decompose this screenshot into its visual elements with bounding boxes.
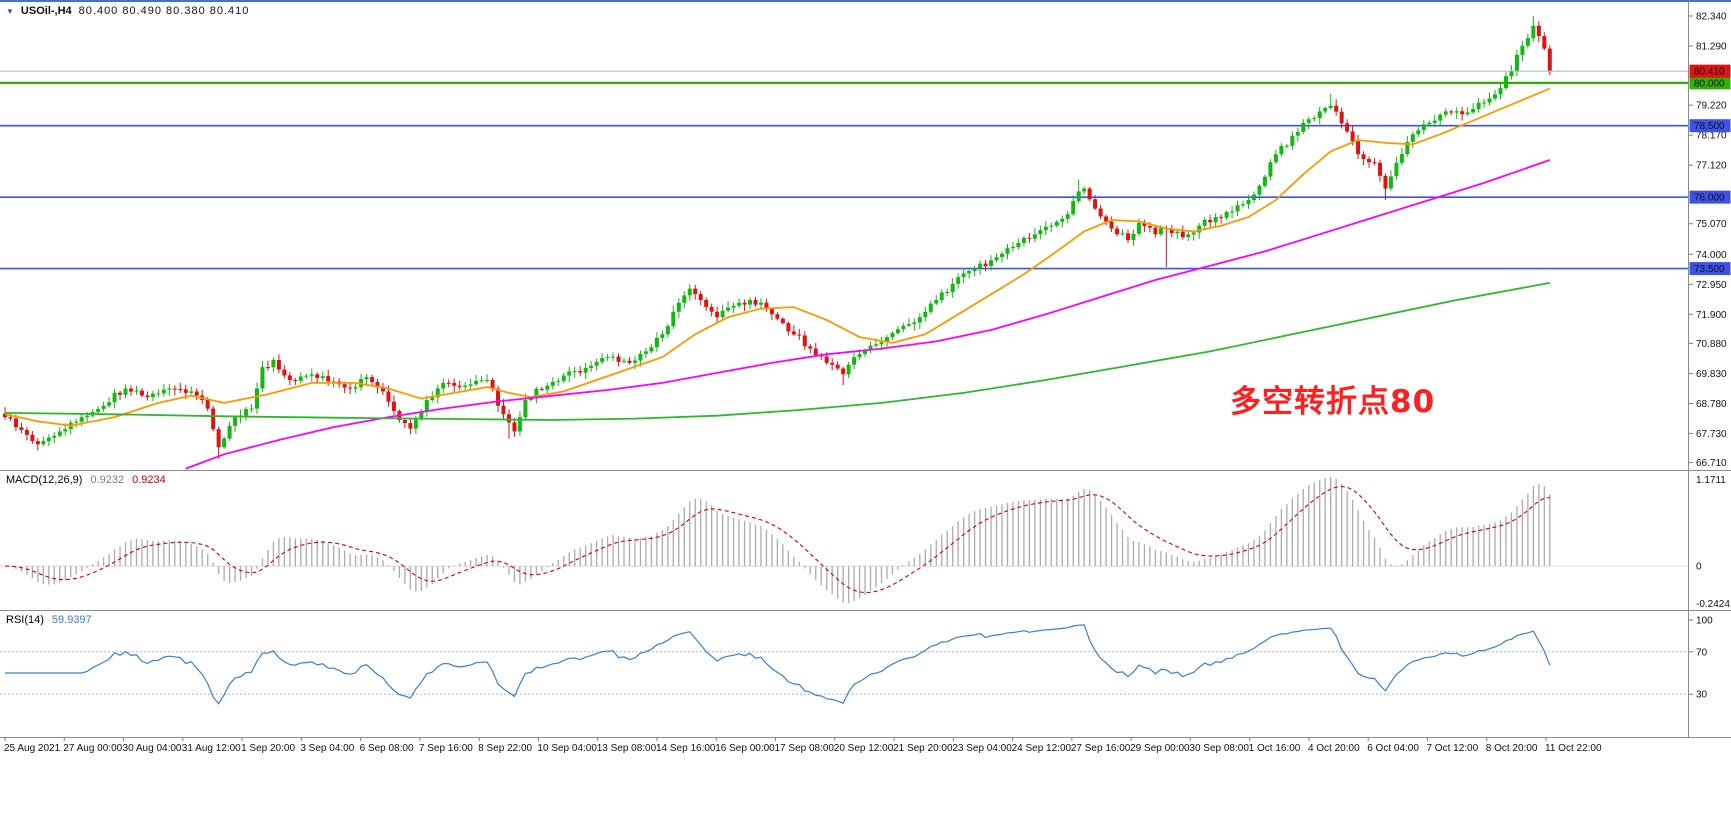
rsi-axis-label: 70 <box>1696 647 1708 658</box>
price-badge-80.000-label: 80.000 <box>1694 78 1725 89</box>
time-axis-label: 27 Sep 16:00 <box>1071 743 1131 754</box>
time-axis-label: 29 Sep 00:00 <box>1130 743 1190 754</box>
macd-signal-value: 0.9234 <box>132 474 166 486</box>
macd-axis-zero-label: 0 <box>1696 562 1702 573</box>
rsi-axis-label: 100 <box>1696 616 1713 627</box>
time-axis-label: 24 Sep 12:00 <box>1012 743 1072 754</box>
price-badge-76.000 <box>1689 190 1731 204</box>
time-axis-label: 25 Aug 2021 <box>4 743 61 754</box>
chart-text-annotation[interactable]: 多空转折点80 <box>1230 384 1436 420</box>
time-axis-label: 1 Sep 20:00 <box>241 743 295 754</box>
time-axis-label: 1 Oct 16:00 <box>1249 743 1301 754</box>
time-axis-label: 23 Sep 04:00 <box>952 743 1012 754</box>
time-axis-label: 27 Aug 00:00 <box>63 743 122 754</box>
price-tick-label: 68.780 <box>1696 399 1727 410</box>
macd-axis-max-label: 1.1711 <box>1696 475 1726 486</box>
price-badge-73.500-label: 73.500 <box>1694 264 1725 275</box>
rsi-label-row: RSI(14) 59.9397 <box>6 614 92 626</box>
price-tick-label: 66.710 <box>1696 458 1727 469</box>
chart-dropdown-icon[interactable]: ▼ <box>6 6 14 16</box>
time-axis-label: 17 Sep 08:00 <box>775 743 835 754</box>
time-axis-label: 31 Aug 12:00 <box>182 743 241 754</box>
price-tick-label: 82.340 <box>1696 12 1727 23</box>
time-axis-label: 6 Oct 04:00 <box>1367 743 1419 754</box>
time-axis-label: 14 Sep 16:00 <box>656 743 716 754</box>
price-badge-80.000 <box>1689 76 1731 90</box>
time-axis-label: 30 Aug 04:00 <box>123 743 182 754</box>
macd-axis-min-label: -0.2424 <box>1696 599 1730 610</box>
rsi-name-label: RSI(14) <box>6 614 44 626</box>
macd-name-label: MACD(12,26,9) <box>6 474 83 486</box>
price-tick-label: 81.290 <box>1696 42 1727 53</box>
price-tick-label: 67.730 <box>1696 429 1727 440</box>
rsi-panel[interactable] <box>0 624 1688 705</box>
time-axis-label: 30 Sep 08:00 <box>1189 743 1249 754</box>
macd-label-row: MACD(12,26,9) 0.9232 0.9234 <box>6 474 166 486</box>
ma-fast-orange[interactable] <box>4 87 1551 427</box>
macd-histogram <box>9 477 1551 603</box>
price-tick-label: 79.220 <box>1696 101 1727 112</box>
rsi-axis-label: 30 <box>1696 690 1708 701</box>
price-tick-label: 69.830 <box>1696 369 1727 380</box>
time-axis[interactable]: 25 Aug 2021 27 Aug 00:00 30 Aug 04:00 31 Au… <box>4 737 1602 754</box>
indicator-axes: 1.1711 0 -0.2424 100 70 30 <box>1688 475 1730 701</box>
price-badge-78.500-label: 78.500 <box>1694 121 1725 132</box>
time-axis-label: 8 Sep 22:00 <box>478 743 532 754</box>
price-tick-label: 75.070 <box>1696 219 1727 230</box>
price-tick-label: 70.880 <box>1696 339 1727 350</box>
price-badge-78.500 <box>1689 119 1731 133</box>
macd-main-value: 0.9232 <box>90 474 125 486</box>
time-axis-label: 20 Sep 12:00 <box>834 743 894 754</box>
time-axis-label: 13 Sep 08:00 <box>597 743 657 754</box>
ohlc-quote-label: 80.400 80.490 80.380 80.410 <box>78 5 250 17</box>
ma-slow-green[interactable] <box>4 282 1550 421</box>
price-tick-label: 77.120 <box>1696 161 1727 172</box>
rsi-line <box>5 624 1551 705</box>
time-axis-label: 3 Sep 04:00 <box>300 743 354 754</box>
time-axis-label: 8 Oct 20:00 <box>1486 743 1538 754</box>
price-tick-label: 74.000 <box>1696 250 1727 261</box>
time-axis-label: 7 Oct 12:00 <box>1426 743 1478 754</box>
price-axis[interactable]: 82.340 81.290 79.220 78.170 77.120 75.070 74.0… <box>1688 12 1731 470</box>
price-badge-current-label: 80.410 <box>1694 67 1725 78</box>
macd-panel[interactable] <box>0 477 1688 603</box>
price-badge-76.000-label: 76.000 <box>1694 193 1725 204</box>
price-badge-73.500 <box>1689 262 1731 276</box>
candlestick-series[interactable] <box>3 16 1552 459</box>
price-tick-label: 78.170 <box>1696 131 1727 142</box>
time-axis-label: 11 Oct 22:00 <box>1545 743 1602 754</box>
main-price-panel[interactable] <box>0 16 1688 470</box>
time-axis-label: 7 Sep 16:00 <box>419 743 473 754</box>
time-axis-label: 10 Sep 04:00 <box>537 743 597 754</box>
time-axis-label: 6 Sep 08:00 <box>360 743 414 754</box>
macd-signal-line <box>4 485 1550 594</box>
time-axis-label: 4 Oct 20:00 <box>1308 743 1360 754</box>
symbol-timeframe-label: USOil-,H4 <box>20 5 72 17</box>
ma-mid-magenta[interactable] <box>185 159 1551 470</box>
chart-title-bar: ▼ USOil-,H4 80.400 80.490 80.380 80.410 <box>6 5 249 17</box>
price-badge-current <box>1689 64 1731 78</box>
time-axis-label: 16 Sep 00:00 <box>715 743 775 754</box>
price-tick-label: 72.950 <box>1696 280 1727 291</box>
time-axis-label: 21 Sep 20:00 <box>893 743 953 754</box>
price-tick-label: 71.900 <box>1696 310 1727 321</box>
rsi-value: 59.9397 <box>51 614 92 626</box>
